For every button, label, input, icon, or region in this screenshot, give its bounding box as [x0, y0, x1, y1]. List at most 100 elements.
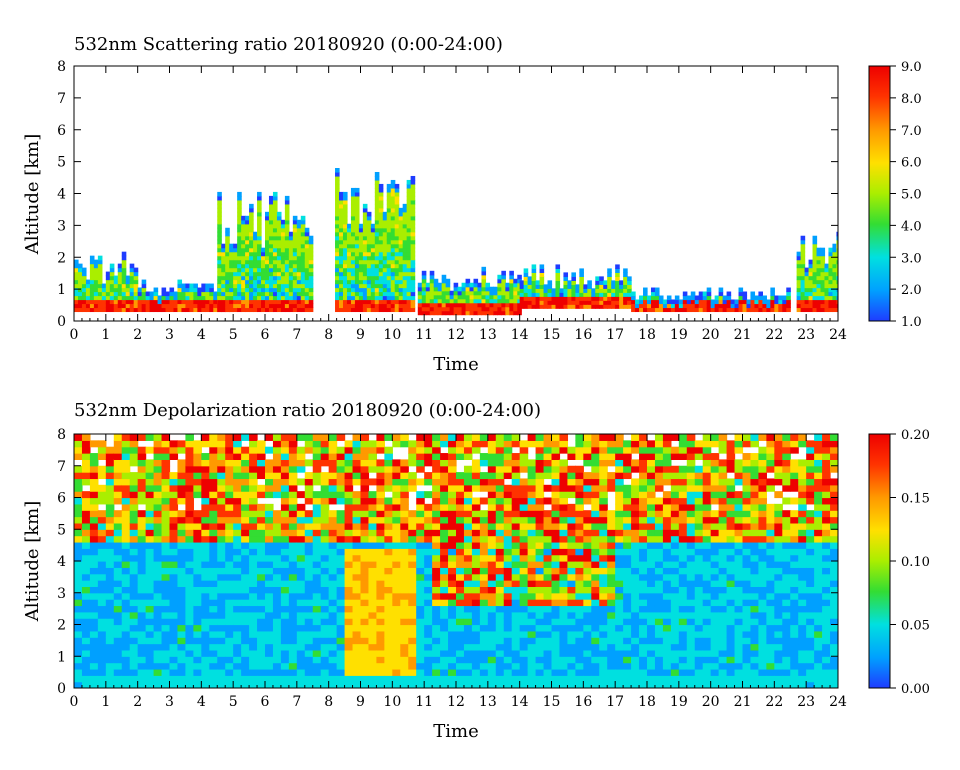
heatmap-cell [121, 624, 131, 632]
heatmap-cell [481, 290, 487, 296]
heatmap-cell [390, 299, 396, 305]
heatmap-cell [501, 282, 506, 288]
heatmap-cell [511, 453, 521, 460]
heatmap-cell [121, 440, 131, 448]
heatmap-cell [342, 291, 348, 297]
heatmap-cell [694, 307, 700, 313]
heatmap-cell [284, 227, 290, 233]
heatmap-cell [245, 303, 250, 309]
heatmap-cell [209, 522, 218, 530]
heatmap-cell [229, 247, 234, 253]
heatmap-cell [81, 287, 87, 293]
heatmap-cell [360, 630, 370, 638]
heatmap-cell [288, 459, 298, 467]
heatmap-cell [394, 267, 400, 273]
heatmap-cell [217, 223, 222, 229]
heatmap-cell [249, 503, 258, 511]
heatmap-cell [233, 267, 238, 273]
heatmap-cell [93, 303, 99, 309]
heatmap-cell [402, 275, 408, 281]
heatmap-cell [272, 529, 282, 537]
heatmap-cell [559, 292, 565, 297]
heatmap-cell [352, 497, 362, 505]
heatmap-cell [503, 580, 513, 587]
heatmap-cell [233, 605, 242, 613]
heatmap-cell [559, 586, 569, 594]
heatmap-cell [193, 440, 202, 448]
heatmap-cell [272, 472, 282, 480]
heatmap-cell [511, 548, 521, 556]
heatmap-cell [161, 630, 171, 638]
heatmap-cell [328, 630, 338, 638]
heatmap-cell [249, 219, 254, 225]
heatmap-cell [471, 592, 481, 600]
heatmap-cell [129, 510, 139, 518]
heatmap-cell [386, 283, 392, 289]
heatmap-cell [495, 592, 505, 600]
heatmap-cell [101, 283, 107, 289]
heatmap-cell [304, 548, 314, 556]
heatmap-cell [487, 567, 497, 575]
heatmap-cell [185, 472, 194, 480]
heatmap-cell [113, 446, 123, 454]
heatmap-cell [133, 291, 139, 297]
heatmap-cell [473, 298, 479, 304]
heatmap-cell [217, 605, 226, 613]
heatmap-cell [575, 681, 584, 688]
heatmap-cell [360, 573, 370, 581]
heatmap-cell [336, 453, 346, 460]
heatmap-cell [360, 472, 370, 480]
heatmap-cell [360, 459, 370, 467]
heatmap-cell [249, 510, 258, 518]
heatmap-cell [209, 643, 218, 651]
heatmap-cell [627, 296, 632, 301]
heatmap-cell [390, 275, 396, 281]
heatmap-cell [441, 286, 447, 292]
heatmap-cell [487, 656, 497, 664]
heatmap-cell [121, 681, 131, 688]
heatmap-cell [448, 656, 457, 664]
heatmap-cell [583, 472, 592, 480]
heatmap-cell [342, 227, 348, 233]
heatmap-cell [432, 497, 441, 505]
heatmap-cell [527, 491, 537, 499]
heatmap-cell [400, 662, 409, 670]
heatmap-cell [89, 599, 99, 607]
heatmap-cell [89, 567, 99, 575]
heatmap-cell [201, 586, 210, 594]
heatmap-cell [257, 510, 266, 518]
heatmap-cell [378, 219, 384, 225]
heatmap-cell [402, 215, 408, 221]
heatmap-cell [336, 618, 346, 626]
chart-title: 532nm Depolarization ratio 20180920 (0:0… [74, 400, 541, 421]
heatmap-cell [177, 478, 187, 486]
heatmap-cell [113, 510, 123, 518]
heatmap-cell [217, 231, 222, 237]
heatmap-cell [441, 282, 447, 288]
heatmap-cell [225, 291, 230, 297]
heatmap-cell [527, 276, 533, 281]
heatmap-cell [808, 307, 814, 313]
heatmap-cell [225, 554, 234, 562]
heatmap-cell [559, 599, 569, 607]
heatmap-cell [706, 303, 712, 309]
heatmap-cell [495, 599, 505, 607]
heatmap-cell [718, 299, 724, 305]
heatmap-cell [523, 292, 529, 297]
heatmap-cell [288, 235, 294, 241]
heatmap-cell [392, 484, 401, 492]
heatmap-cell [129, 561, 139, 568]
heatmap-cell [487, 630, 497, 638]
heatmap-cell [800, 307, 806, 313]
heatmap-cell [137, 573, 147, 581]
heatmap-cell [352, 503, 362, 511]
heatmap-cell [376, 580, 385, 587]
heatmap-cell [344, 643, 354, 651]
heatmap-cell [535, 611, 545, 619]
heatmap-cell [339, 207, 344, 213]
heatmap-cell [350, 235, 356, 241]
heatmap-cell [129, 668, 139, 676]
heatmap-cell [205, 287, 210, 293]
heatmap-cell [473, 278, 479, 284]
heatmap-cell [456, 503, 465, 511]
